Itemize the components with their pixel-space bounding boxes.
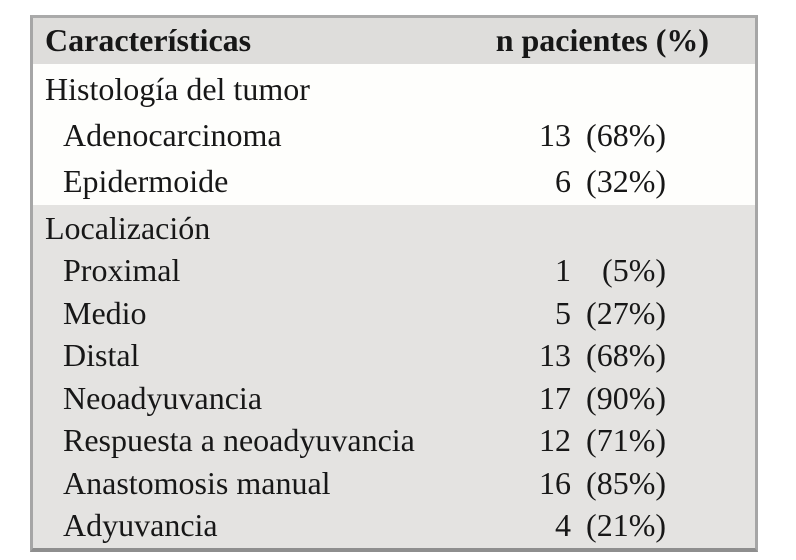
row-percent: (85%) [586, 464, 666, 501]
table-row: Respuesta a neoadyuvancia 12 (71%) [33, 420, 755, 463]
row-percent: (71%) [586, 422, 666, 459]
row-value: 17 (90%) [535, 379, 755, 416]
row-value: 16 (85%) [535, 464, 755, 501]
header-caracteristicas: Características [45, 22, 252, 59]
row-percent: (5%) [602, 252, 666, 289]
table-row: Adyuvancia 4 (21%) [33, 505, 755, 548]
row-count: 5 [555, 294, 571, 331]
table-row: Epidermoide 6 (32%) [33, 159, 755, 205]
row-label: Neoadyuvancia [63, 379, 263, 416]
row-percent: (90%) [586, 379, 666, 416]
row-label: Histología del tumor [45, 71, 310, 108]
table-row: Medio 5 (27%) [33, 292, 755, 335]
row-percent: (27%) [586, 294, 666, 331]
row-count: 13 [539, 337, 571, 374]
table-row: Histología del tumor [33, 67, 755, 113]
row-label: Adyuvancia [63, 507, 218, 544]
row-label: Medio [63, 294, 147, 331]
row-count: 12 [539, 422, 571, 459]
row-count: 16 [539, 464, 571, 501]
table-row: Localización [33, 207, 755, 250]
section-histologia: Histología del tumor Adenocarcinoma 13 (6… [33, 64, 755, 205]
row-count: 6 [555, 163, 571, 200]
row-count: 4 [555, 507, 571, 544]
table-row: Distal 13 (68%) [33, 335, 755, 378]
row-label: Distal [63, 337, 140, 374]
row-label: Proximal [63, 252, 181, 289]
row-percent: (68%) [586, 117, 666, 154]
row-label: Anastomosis manual [63, 464, 331, 501]
header-n-pacientes: n pacientes (%) [495, 22, 709, 59]
patient-characteristics-table: Características n pacientes (%) Histolog… [30, 15, 758, 552]
table-row: Neoadyuvancia 17 (90%) [33, 377, 755, 420]
table-row: Proximal 1 (5%) [33, 250, 755, 293]
row-percent: (21%) [586, 507, 666, 544]
row-value: 6 (32%) [535, 164, 755, 199]
row-label: Adenocarcinoma [63, 117, 282, 154]
row-percent: (68%) [586, 337, 666, 374]
row-count: 13 [539, 117, 571, 154]
row-value: 13 (68%) [535, 337, 755, 374]
table-header-row: Características n pacientes (%) [33, 18, 755, 64]
row-value: 5 (27%) [535, 294, 755, 331]
row-value: 12 (71%) [535, 422, 755, 459]
table-row: Adenocarcinoma 13 (68%) [33, 113, 755, 159]
row-count: 1 [555, 252, 571, 289]
row-value: 4 (21%) [535, 507, 755, 544]
section-localizacion: Localización Proximal 1 (5%) Medio 5 (27%)… [33, 205, 755, 548]
row-label: Respuesta a neoadyuvancia [63, 422, 415, 459]
row-label: Localización [45, 209, 211, 246]
table-row: Anastomosis manual 16 (85%) [33, 462, 755, 505]
row-percent: (32%) [586, 163, 666, 200]
row-value: 13 (68%) [535, 118, 755, 153]
row-value: 1 (5%) [535, 252, 755, 289]
row-label: Epidermoide [63, 163, 229, 200]
row-count: 17 [539, 379, 571, 416]
